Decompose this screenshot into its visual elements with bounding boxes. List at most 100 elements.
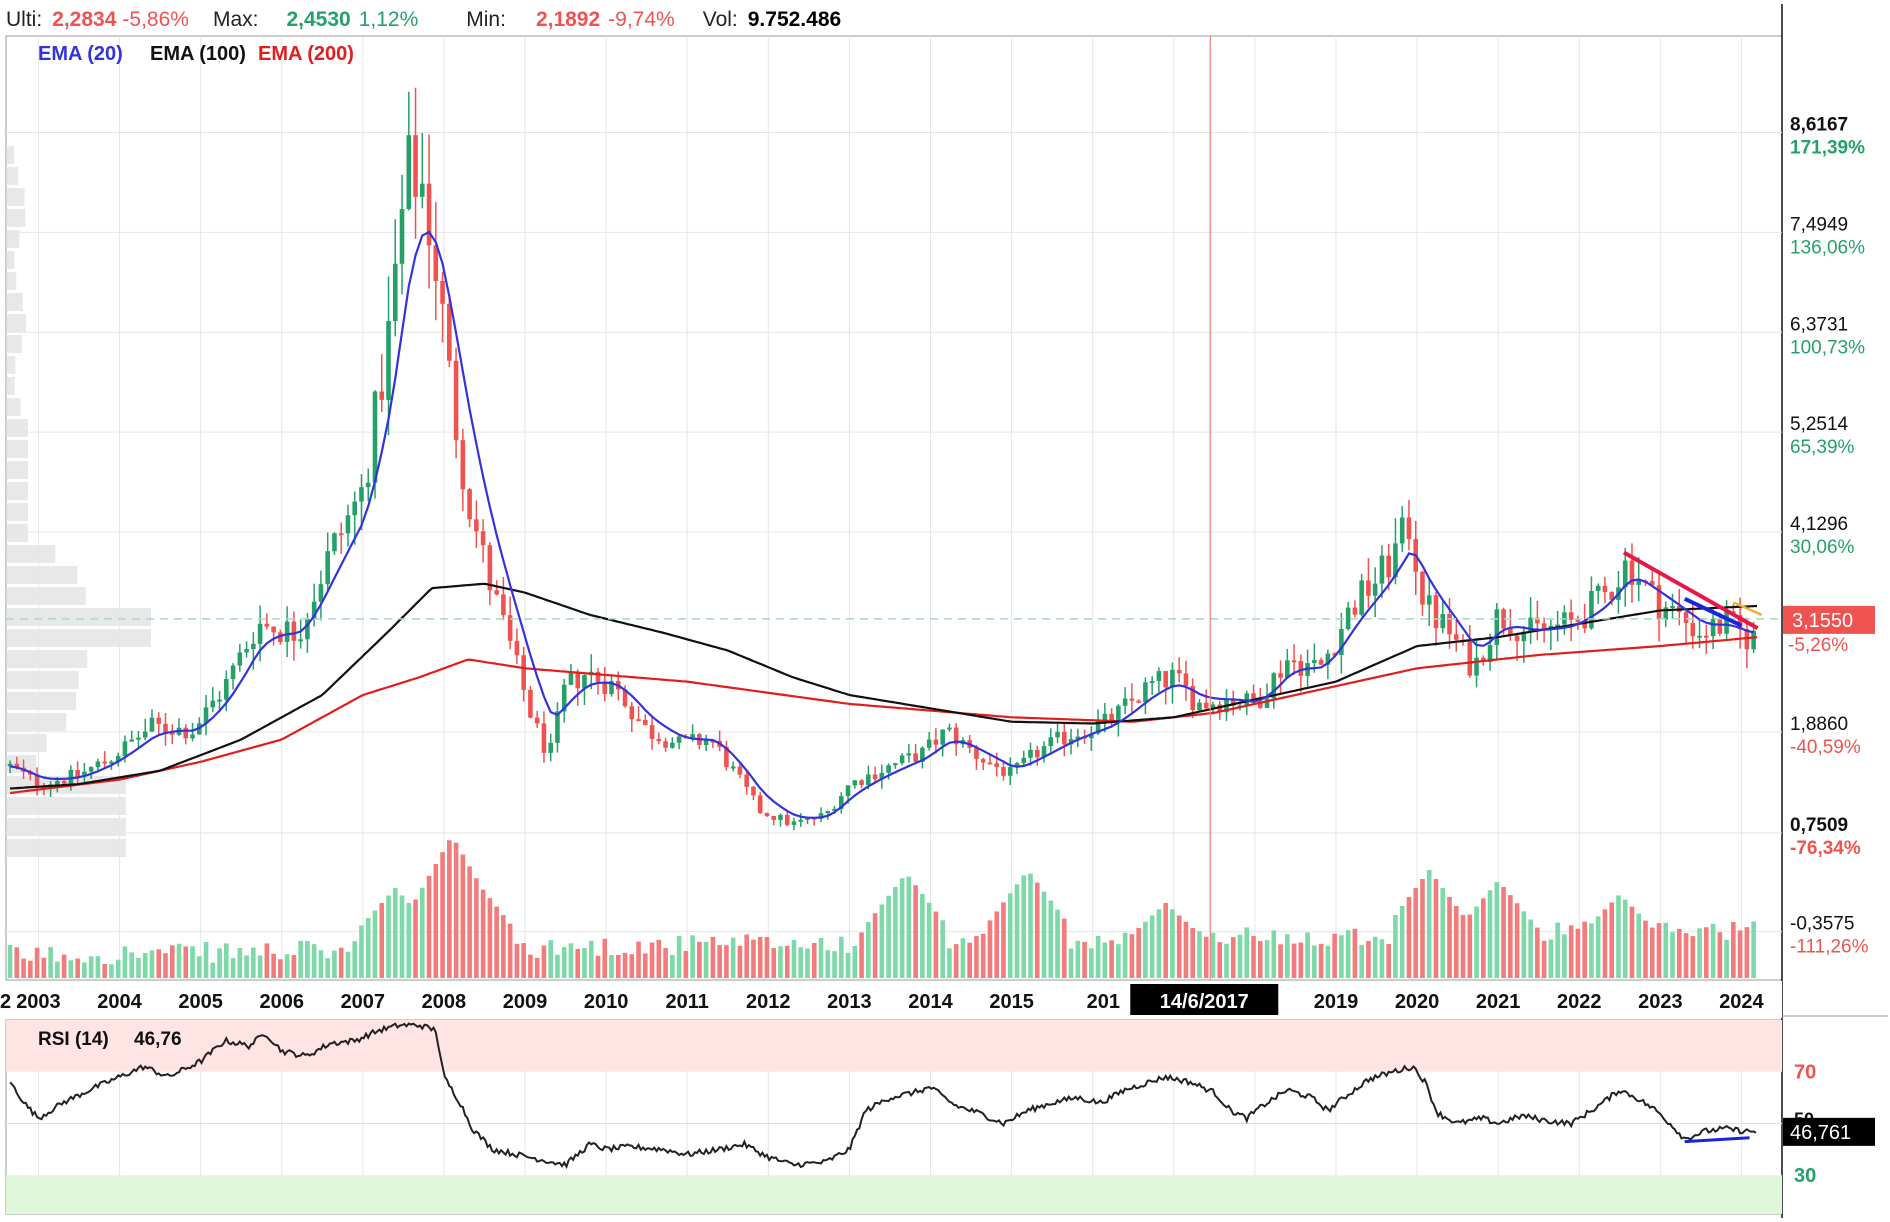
candle-body [251,643,256,649]
candle-body [399,209,405,264]
candle-body [1494,609,1500,645]
volume-bar [926,902,932,978]
volume-bar [1264,940,1270,978]
candle-body [1007,767,1013,776]
volume-bar [1244,927,1250,978]
candle-body [649,725,655,739]
candle-body [1535,617,1540,624]
y-value-4: 4,1296 [1790,514,1848,535]
volume-bar [1122,932,1128,978]
volume-bar [379,903,385,978]
candle-body [1609,592,1614,600]
x-label-2012: 2012 [746,991,791,1013]
candle-body [690,734,695,738]
candle-body [1366,580,1371,596]
candle-body [1217,704,1223,713]
profile-bar [6,440,28,458]
volume-bar [1257,941,1263,978]
candle-body [163,723,168,733]
volume-bar [528,954,533,978]
candle-body [501,594,506,616]
volume-bar [778,946,783,978]
x-label-partial: 2 [0,991,11,1013]
volume-bar [271,953,276,978]
candle-body [136,737,141,740]
x-label-2008: 2008 [422,991,467,1013]
candle-body [656,738,662,742]
volume-bar [1737,930,1743,978]
volume-bar [1318,943,1324,978]
volume-bar [1176,915,1182,978]
volume-bar [1676,928,1682,978]
x-label-2007: 2007 [341,991,386,1013]
volume-bar [879,904,885,978]
candle-body [1420,571,1425,605]
candle-body [298,639,303,642]
candle-body [14,763,20,768]
volume-bar [629,954,635,978]
volume-bar [1143,921,1148,978]
volume-bar [933,911,939,978]
volume-bar [1278,944,1283,978]
candle-body [156,717,162,724]
candle-body [1453,634,1459,640]
candle-body [291,621,297,641]
candle-body [1089,733,1094,739]
crosshair-date-label: 14/6/2017 [1160,991,1249,1013]
candle-body [1589,591,1594,629]
candle-body [845,785,851,797]
profile-bar [6,692,77,710]
candle-body [129,739,134,742]
profile-bar [6,482,28,500]
volume-bar [1555,922,1560,978]
y-pct-2: 100,73% [1790,337,1865,358]
candle-body [68,769,74,784]
candle-body [1717,618,1723,634]
candle-body [392,263,398,322]
volume-bar [372,910,378,978]
candle-body [1095,721,1101,734]
candle-body [1041,746,1047,758]
y-value-3: 5,2514 [1790,414,1849,435]
profile-bar [6,524,28,542]
volume-bar [399,895,405,978]
volume-bar [1589,923,1594,978]
x-label-2013: 2013 [827,991,872,1013]
volume-bar [305,940,310,978]
candle-body [947,727,952,730]
volume-bar [1190,928,1196,978]
volume-bar [433,864,439,978]
candle-body [1116,705,1121,723]
candle-body [1697,635,1702,638]
profile-bar [6,188,25,206]
profile-bar [6,251,15,269]
volume-bar [1467,914,1473,978]
x-label-2020: 2020 [1395,991,1440,1013]
candle-body [1508,628,1513,636]
candle-body [61,781,67,784]
candle-body [1352,607,1358,615]
volume-bar [1636,913,1642,978]
candle-body [838,796,844,809]
volume-bar [447,840,452,978]
candle-body [379,391,385,400]
candle-body [1048,737,1054,747]
candle-body [1291,660,1297,663]
volume-bar [95,956,101,978]
x-label-2015: 2015 [989,991,1034,1013]
volume-bar [1068,948,1074,978]
volume-bar [953,944,959,978]
volume-bar [1609,902,1614,978]
volume-bar [1724,939,1729,978]
volume-bar [1345,930,1351,978]
candle-body [332,533,337,552]
volume-bar [501,915,506,978]
candle-body [480,531,486,546]
volume-bar [1082,941,1087,978]
x-label-2016-cropped: 201 [1087,991,1120,1013]
candle-body [210,700,216,708]
rsi-layer [6,1020,1782,1214]
volume-bar [122,946,128,978]
volume-bar [406,903,412,978]
